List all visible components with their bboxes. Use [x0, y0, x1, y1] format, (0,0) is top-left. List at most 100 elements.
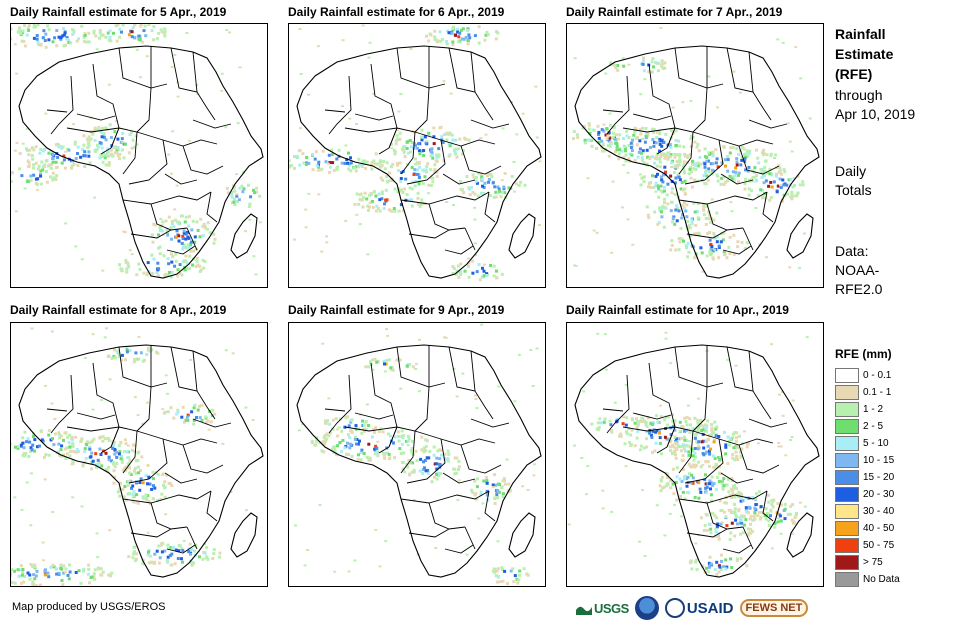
- usaid-logo: USAID: [664, 598, 734, 618]
- country-borders: [46, 345, 232, 554]
- africa-landmass: [19, 345, 263, 577]
- legend-label: 5 - 10: [863, 438, 889, 449]
- legend-swatch: [835, 385, 859, 400]
- period-label: Daily Totals: [835, 162, 872, 200]
- legend-item: 30 - 40: [835, 503, 960, 520]
- legend-label: > 75: [863, 557, 883, 568]
- legend-label: 0 - 0.1: [863, 370, 892, 381]
- africa-map: [11, 327, 264, 586]
- rainfall-pixels: [572, 27, 812, 273]
- panel-title: Daily Rainfall estimate for 9 Apr., 2019: [288, 303, 505, 317]
- legend-label: 40 - 50: [863, 523, 895, 534]
- africa-map: [572, 27, 820, 279]
- legend-swatch: [835, 504, 859, 519]
- coastline: [296, 344, 542, 578]
- country-borders: [46, 46, 232, 255]
- africa-map: [294, 323, 542, 586]
- legend-item: 2 - 5: [835, 418, 960, 435]
- legend-label: 15 - 20: [863, 472, 895, 483]
- data-source-line: RFE2.0: [835, 281, 883, 297]
- africa-landmass: [297, 345, 541, 577]
- rainfall-pixels: [289, 24, 542, 282]
- legend-item: 0.1 - 1: [835, 384, 960, 401]
- panel-title: Daily Rainfall estimate for 6 Apr., 2019: [288, 5, 505, 19]
- rainfall-map-panel: [566, 322, 824, 587]
- legend-label: No Data: [863, 574, 900, 585]
- legend-swatch: [835, 402, 859, 417]
- africa-map: [567, 331, 820, 578]
- legend-swatch: [835, 419, 859, 434]
- map-credit: Map produced by USGS/EROS: [12, 601, 166, 613]
- map-title-line: Estimate: [835, 46, 894, 62]
- usgs-wave-icon: [576, 606, 592, 615]
- legend-swatch: [835, 368, 859, 383]
- legend-label: 0.1 - 1: [863, 387, 892, 398]
- coastline: [296, 45, 542, 279]
- rainfall-pixels: [11, 24, 262, 279]
- africa-map: [11, 24, 264, 279]
- rainfall-map-panel: [10, 23, 268, 288]
- country-borders: [602, 345, 788, 554]
- panel-title: Daily Rainfall estimate for 5 Apr., 2019: [10, 5, 227, 19]
- panel-title: Daily Rainfall estimate for 10 Apr., 201…: [566, 303, 789, 317]
- legend-item: 5 - 10: [835, 435, 960, 452]
- legend-swatch: [835, 538, 859, 553]
- legend-item: 1 - 2: [835, 401, 960, 418]
- coastline: [574, 344, 820, 578]
- legend-swatch: [835, 521, 859, 536]
- rainfall-map-panel: [566, 23, 824, 288]
- data-source-line: Data:: [835, 243, 869, 259]
- fews-net-logo: FEWS NET: [739, 599, 809, 617]
- rainfall-map-panel: [10, 322, 268, 587]
- legend-label: 30 - 40: [863, 506, 895, 517]
- period-line: Daily: [835, 163, 867, 179]
- legend-item: 40 - 50: [835, 520, 960, 537]
- legend-item: No Data: [835, 571, 960, 588]
- legend-title: RFE (mm): [835, 347, 892, 361]
- legend-swatch: [835, 470, 859, 485]
- legend-item: > 75: [835, 554, 960, 571]
- legend-swatch: [835, 436, 859, 451]
- panel-title: Daily Rainfall estimate for 7 Apr., 2019: [566, 5, 783, 19]
- rainfall-map-panel: [288, 23, 546, 288]
- data-source: Data: NOAA- RFE2.0: [835, 242, 882, 299]
- legend-item: 15 - 20: [835, 469, 960, 486]
- legend-item: 10 - 15: [835, 452, 960, 469]
- rfe-legend: RFE (mm) 0 - 0.1 0.1 - 1 1 - 2 2 - 5 5 - 10 1…: [835, 347, 960, 588]
- legend-label: 10 - 15: [863, 455, 895, 466]
- rainfall-pixels: [11, 327, 255, 586]
- legend-swatch: [835, 555, 859, 570]
- coastline: [574, 45, 820, 279]
- legend-label: 20 - 30: [863, 489, 895, 500]
- legend-swatch: [835, 487, 859, 502]
- country-borders: [324, 46, 510, 255]
- legend-label: 1 - 2: [863, 404, 884, 415]
- coastline: [18, 45, 264, 279]
- usgs-logo-text: USGS: [594, 600, 629, 616]
- agency-logos: USGS USAID FEWS NET: [576, 593, 826, 623]
- period-line: Totals: [835, 182, 872, 198]
- usaid-seal-icon: [664, 598, 685, 618]
- africa-map: [289, 24, 542, 282]
- legend-label: 50 - 75: [863, 540, 895, 551]
- noaa-logo-icon: [634, 596, 659, 620]
- map-title-line: (RFE): [835, 66, 873, 82]
- through-label: through: [835, 87, 883, 103]
- legend-label: 2 - 5: [863, 421, 884, 432]
- legend-item: 0 - 0.1: [835, 367, 960, 384]
- date-range: through Apr 10, 2019: [835, 86, 915, 124]
- rainfall-map-panel: [288, 322, 546, 587]
- map-title-line: Rainfall: [835, 26, 886, 42]
- usgs-logo: USGS: [576, 601, 629, 616]
- map-title: Rainfall Estimate (RFE): [835, 24, 893, 84]
- legend-swatch: [835, 453, 859, 468]
- end-date: Apr 10, 2019: [835, 106, 916, 122]
- legend-item: 50 - 75: [835, 537, 960, 554]
- country-borders: [324, 345, 510, 554]
- legend-item: 20 - 30: [835, 486, 960, 503]
- coastline: [18, 344, 264, 578]
- usaid-logo-text: USAID: [686, 599, 734, 617]
- legend-swatch: [835, 572, 859, 587]
- data-source-line: NOAA-: [835, 262, 880, 278]
- panel-title: Daily Rainfall estimate for 8 Apr., 2019: [10, 303, 227, 317]
